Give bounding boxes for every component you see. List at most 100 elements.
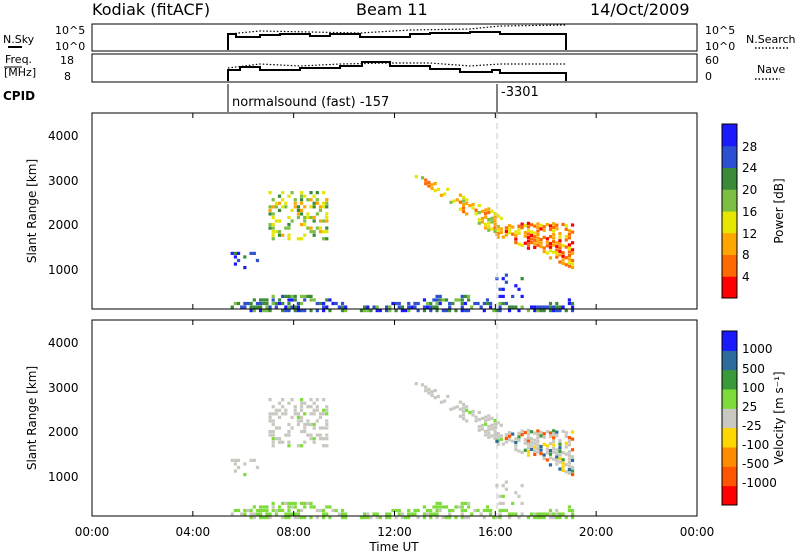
power-cell	[322, 301, 326, 306]
power-cell	[536, 233, 540, 237]
power-cell	[293, 198, 297, 202]
velocity-cell	[523, 448, 527, 452]
power-cell	[422, 309, 427, 313]
velocity-cell	[490, 416, 494, 420]
velocity-cell	[303, 505, 307, 509]
power-panel-bg	[92, 113, 697, 309]
velocity-cell	[542, 516, 546, 520]
velocity-cell	[427, 391, 431, 395]
velocity-cell	[555, 508, 559, 513]
power-cell	[463, 294, 468, 299]
power-cell	[555, 301, 559, 306]
power-cell	[520, 277, 524, 281]
power-cell	[517, 242, 521, 246]
velocity-cell	[303, 440, 307, 444]
power-cell	[435, 305, 439, 309]
power-cb-tick-16: 16	[742, 205, 757, 219]
velocity-cell	[265, 508, 269, 513]
power-cell	[318, 205, 323, 209]
power-cell	[493, 222, 497, 226]
power-cell	[555, 244, 559, 249]
velocity-cell	[471, 409, 475, 413]
power-cell	[416, 309, 420, 313]
power-cell	[426, 301, 430, 306]
velocity-cell	[299, 398, 304, 402]
power-cell	[271, 226, 275, 230]
power-cell	[271, 205, 275, 209]
velocity-cell	[501, 494, 505, 498]
velocity-cell	[496, 442, 500, 446]
power-cell	[420, 176, 425, 180]
power-cell	[407, 305, 411, 309]
power-cell	[483, 208, 488, 212]
power-cell	[529, 240, 534, 245]
velocity-cell	[539, 448, 543, 452]
velocity-cell	[539, 434, 543, 438]
velocity-cell	[240, 512, 244, 516]
power-cell	[493, 229, 497, 233]
power-cell	[480, 216, 485, 221]
velocity-cell	[564, 431, 568, 435]
power-cell	[446, 187, 450, 191]
power-cb-tick-28: 28	[742, 140, 757, 154]
velocity-cell	[429, 516, 433, 520]
power-cell	[287, 215, 291, 220]
power-cell	[511, 294, 515, 299]
velocity-cell	[400, 516, 405, 520]
power-cell	[362, 305, 367, 309]
velocity-cell	[474, 415, 478, 419]
colorbar-segment	[722, 466, 737, 487]
power-cell	[520, 226, 524, 230]
power-cell	[243, 305, 247, 309]
power-cell	[394, 301, 398, 306]
power-cell	[536, 243, 540, 247]
velocity-cell	[385, 512, 389, 516]
power-cell	[438, 294, 442, 299]
velocity-cell	[504, 433, 508, 437]
power-cell	[479, 305, 483, 309]
velocity-cell	[561, 461, 565, 465]
velocity-cell	[246, 508, 250, 513]
velocity-cell	[520, 484, 524, 488]
velocity-cell	[427, 387, 431, 392]
velocity-cell	[375, 512, 379, 516]
power-cell	[564, 256, 568, 260]
velocity-cell	[567, 468, 572, 472]
velocity-cell	[536, 432, 540, 437]
velocity-cell	[507, 431, 512, 435]
velocity-cell	[296, 415, 301, 419]
velocity-cell	[271, 412, 275, 416]
power-cell	[252, 305, 256, 309]
velocity-cell	[306, 422, 310, 427]
velocity-cell	[564, 441, 568, 446]
power-cell	[561, 254, 565, 258]
velocity-cell	[451, 508, 455, 513]
velocity-cell	[545, 451, 549, 455]
velocity-cell	[435, 501, 439, 506]
velocity-cell	[407, 516, 411, 520]
velocity-cell	[306, 433, 310, 437]
power-cell	[490, 216, 494, 220]
velocity-cell	[441, 505, 445, 509]
velocity-cell	[299, 415, 304, 419]
power-cell	[570, 262, 575, 266]
velocity-cell	[230, 512, 234, 516]
velocity-cell	[249, 516, 253, 520]
power-cell	[561, 244, 565, 248]
velocity-cell	[514, 448, 518, 452]
power-cell	[240, 305, 244, 309]
noise-panel	[91, 23, 698, 52]
power-cell	[306, 212, 310, 216]
nsky-trace	[227, 31, 567, 50]
power-cell	[533, 224, 537, 228]
power-cell	[255, 301, 260, 306]
power-cell	[233, 301, 237, 306]
power-cell	[558, 239, 562, 243]
power-cell	[570, 258, 575, 263]
power-cell	[498, 301, 502, 306]
velocity-cell	[460, 501, 464, 506]
power-cell	[460, 298, 464, 302]
power-cell	[277, 194, 282, 198]
velocity-cell	[476, 508, 480, 513]
